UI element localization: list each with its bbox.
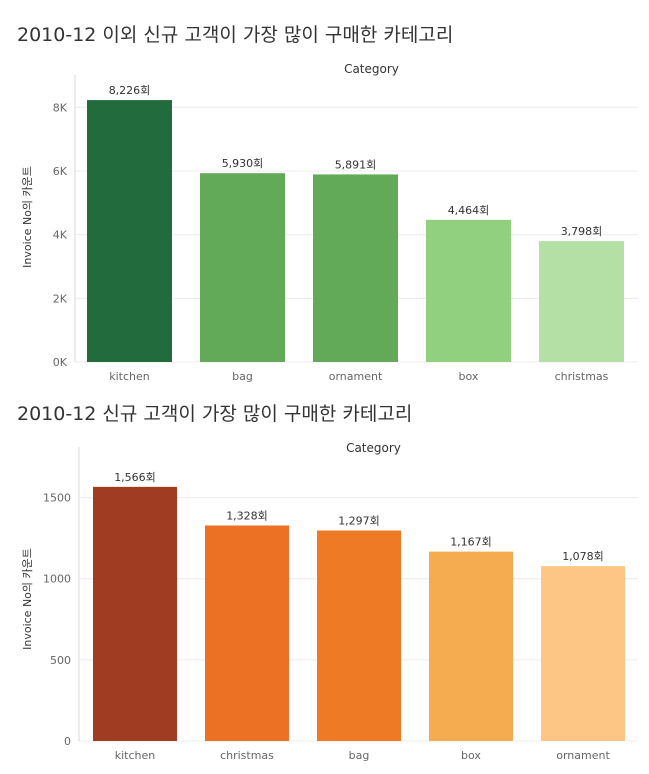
- chart-1-y-tick-label: 8K: [53, 101, 68, 114]
- chart-2-category-label: box: [461, 749, 481, 762]
- chart-1-bar-kitchen: [87, 100, 172, 362]
- chart-2-bar-kitchen: [93, 486, 177, 741]
- chart-2-data-label: 1,167회: [450, 536, 492, 549]
- chart-2-category-label: christmas: [220, 749, 274, 762]
- chart-2-category-label: ornament: [556, 749, 610, 762]
- chart-2-y-tick-label: 1500: [43, 492, 71, 505]
- chart-1-bar-christmas: [539, 241, 624, 362]
- chart-2-y-axis-label: Invoice No의 카운트: [21, 548, 34, 650]
- chart-1-category-label: ornament: [329, 370, 383, 383]
- chart-1-bar-ornament: [313, 174, 398, 362]
- chart-2-bar-ornament: [541, 566, 625, 741]
- chart-1-data-label: 5,930회: [222, 157, 264, 170]
- chart-2-y-tick-label: 500: [50, 654, 71, 667]
- chart-2-data-label: 1,297회: [338, 515, 380, 528]
- chart-1-title: 2010-12 이외 신규 고객이 가장 많이 구매한 카테고리: [17, 24, 454, 46]
- chart-1-category-label: christmas: [555, 370, 609, 383]
- chart-1-header: Category: [344, 62, 399, 76]
- chart-2-bar-christmas: [205, 525, 289, 741]
- chart-2-header: Category: [346, 441, 401, 455]
- chart-1-data-label: 5,891회: [335, 158, 377, 171]
- chart-1-plot: Category 0K 2K 4K 6K 8K Invoice No의 카운트 8,226회 k…: [21, 62, 638, 383]
- chart-1-y-tick-label: 2K: [53, 292, 68, 305]
- chart-1-y-tick-label: 4K: [53, 229, 68, 242]
- chart-2-data-label: 1,566회: [114, 471, 156, 484]
- chart-1-y-axis-label: Invoice No의 카운트: [21, 166, 34, 268]
- chart-2-y-tick-label: 0: [64, 735, 71, 748]
- chart-2-category-label: kitchen: [115, 749, 156, 762]
- chart-1-y-tick-label: 6K: [53, 165, 68, 178]
- chart-2-y-tick-label: 1000: [43, 573, 71, 586]
- chart-2-data-label: 1,328회: [226, 509, 268, 522]
- chart-1-y-tick-label: 0K: [53, 356, 68, 369]
- chart-1-data-label: 8,226회: [109, 84, 151, 97]
- chart-1-category-label: kitchen: [109, 370, 150, 383]
- chart-1-category-label: box: [459, 370, 479, 383]
- chart-1-category-label: bag: [232, 370, 253, 383]
- chart-1-bar-box: [426, 219, 511, 362]
- chart-2-data-label: 1,078회: [562, 550, 604, 563]
- chart-1-data-label: 4,464회: [448, 204, 490, 217]
- chart-1-data-label: 3,798회: [561, 225, 603, 238]
- chart-2-category-label: bag: [349, 749, 370, 762]
- chart-2-title: 2010-12 신규 고객이 가장 많이 구매한 카테고리: [17, 403, 413, 425]
- chart-1-bar-bag: [200, 173, 285, 362]
- chart-2-bar-box: [429, 551, 513, 741]
- chart-2-bar-bag: [317, 530, 401, 741]
